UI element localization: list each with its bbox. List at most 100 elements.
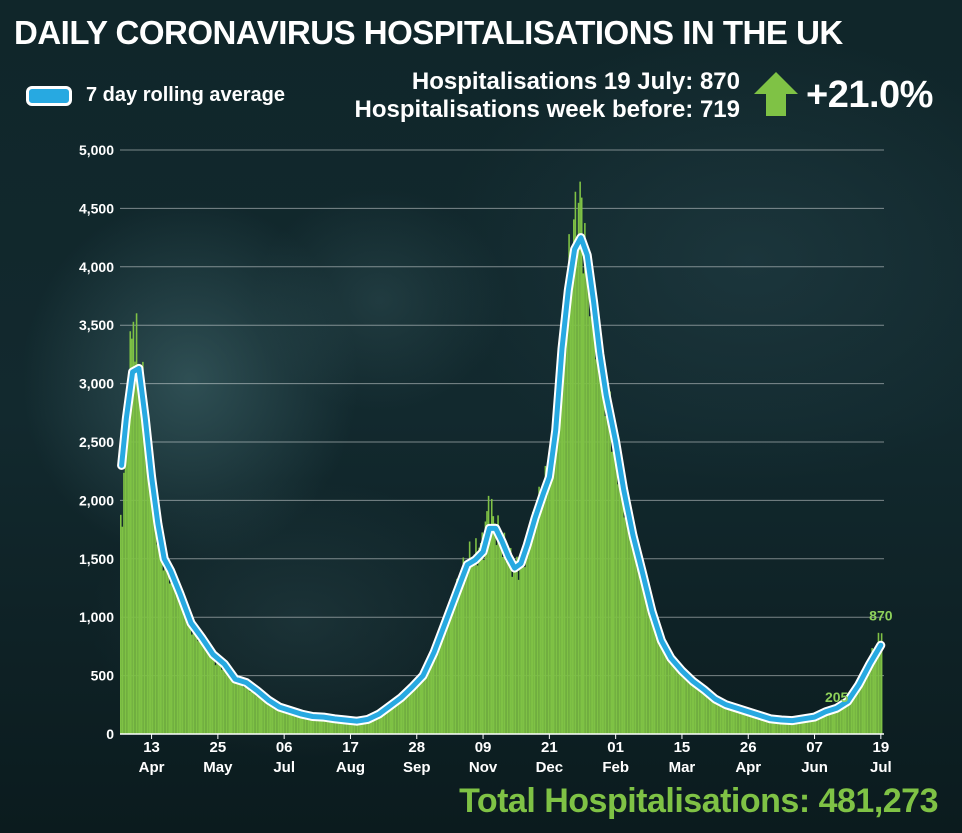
daily-bar: [693, 684, 695, 734]
daily-bar: [494, 523, 496, 734]
daily-bar: [625, 488, 627, 734]
daily-bar: [476, 565, 479, 734]
daily-bar: [661, 638, 664, 734]
daily-bar: [404, 690, 406, 734]
daily-bar: [135, 313, 138, 734]
daily-bar: [257, 691, 259, 734]
daily-bar: [847, 699, 850, 734]
daily-bar: [770, 719, 772, 734]
legend-label: 7 day rolling average: [86, 84, 285, 106]
daily-bar: [176, 580, 179, 734]
daily-bar: [561, 308, 564, 734]
daily-bar: [849, 695, 851, 734]
y-tick-label: 4,500: [79, 200, 114, 216]
daily-bar: [175, 593, 177, 734]
daily-bar: [427, 659, 430, 734]
daily-bar: [353, 720, 356, 734]
daily-bar: [137, 375, 139, 734]
daily-bar: [134, 361, 136, 734]
daily-bar: [517, 579, 520, 734]
daily-bar: [588, 316, 591, 734]
daily-bar: [618, 457, 621, 734]
daily-bar: [410, 683, 413, 734]
daily-bar: [524, 567, 526, 734]
daily-bar: [219, 661, 222, 734]
daily-bar: [192, 632, 195, 734]
daily-bar: [685, 673, 687, 734]
chart-title: DAILY CORONAVIRUS HOSPITALISATIONS IN TH…: [14, 14, 843, 51]
daily-bar: [233, 680, 236, 734]
daily-bar: [446, 612, 449, 734]
daily-bar: [648, 600, 651, 734]
daily-bar: [543, 491, 545, 734]
daily-bar: [664, 653, 667, 734]
daily-bar: [205, 643, 207, 734]
daily-bar: [165, 560, 168, 734]
daily-bar: [358, 720, 360, 734]
daily-bar: [197, 641, 199, 734]
daily-bar: [377, 715, 379, 734]
daily-bar: [737, 706, 739, 734]
daily-bar: [830, 707, 832, 734]
daily-bar: [555, 401, 558, 734]
daily-bar: [591, 302, 594, 734]
daily-bar: [311, 715, 313, 734]
daily-bar: [157, 530, 160, 734]
daily-bar: [243, 687, 245, 734]
daily-bar: [502, 557, 504, 734]
daily-bar: [430, 661, 433, 734]
daily-bar: [637, 542, 640, 734]
x-tick-month: Mar: [669, 759, 696, 776]
daily-bar: [666, 648, 668, 734]
daily-bar: [359, 720, 362, 734]
daily-bar: [282, 707, 285, 734]
daily-bar: [419, 678, 422, 734]
daily-bar: [584, 223, 586, 735]
daily-bar: [617, 484, 619, 734]
daily-bar: [814, 716, 817, 734]
daily-bar: [636, 561, 638, 734]
daily-bar: [681, 677, 684, 734]
daily-bar: [686, 678, 689, 734]
daily-bar: [800, 719, 802, 734]
up-arrow-icon: [754, 72, 798, 116]
daily-bar: [363, 719, 365, 734]
daily-bar: [768, 719, 771, 734]
daily-bar: [743, 708, 746, 734]
daily-bar: [749, 711, 752, 734]
daily-bar: [659, 636, 662, 734]
daily-bar: [557, 391, 559, 734]
daily-bar: [345, 719, 348, 734]
daily-bar: [738, 710, 741, 734]
daily-bar: [472, 558, 474, 734]
daily-bar: [448, 619, 450, 734]
total-hospitalisations: Total Hospitalisations: 481,273: [459, 782, 938, 820]
daily-bar: [786, 721, 788, 734]
daily-bar: [129, 331, 132, 734]
daily-bar: [558, 395, 561, 734]
change-percent: +21.0%: [806, 74, 933, 116]
daily-bar: [337, 719, 340, 734]
daily-bar: [688, 681, 690, 734]
daily-bar: [168, 583, 171, 734]
daily-bar: [607, 413, 610, 734]
daily-bar: [642, 578, 645, 734]
daily-bar: [449, 602, 452, 734]
daily-bar: [198, 637, 201, 734]
daily-bar: [702, 685, 705, 734]
daily-bar: [140, 398, 143, 734]
daily-bar: [179, 605, 182, 734]
daily-bar: [263, 695, 266, 734]
daily-bar: [143, 428, 146, 734]
daily-bar: [844, 705, 847, 734]
daily-bar: [262, 700, 264, 734]
daily-bar: [691, 680, 693, 734]
daily-bar: [397, 696, 400, 734]
daily-bar: [344, 720, 346, 734]
legend-swatch: [26, 85, 72, 106]
x-tick-month: May: [203, 759, 233, 776]
daily-bar: [839, 705, 842, 734]
daily-bar: [872, 655, 875, 734]
daily-bar: [184, 616, 187, 734]
daily-bar: [827, 711, 829, 734]
